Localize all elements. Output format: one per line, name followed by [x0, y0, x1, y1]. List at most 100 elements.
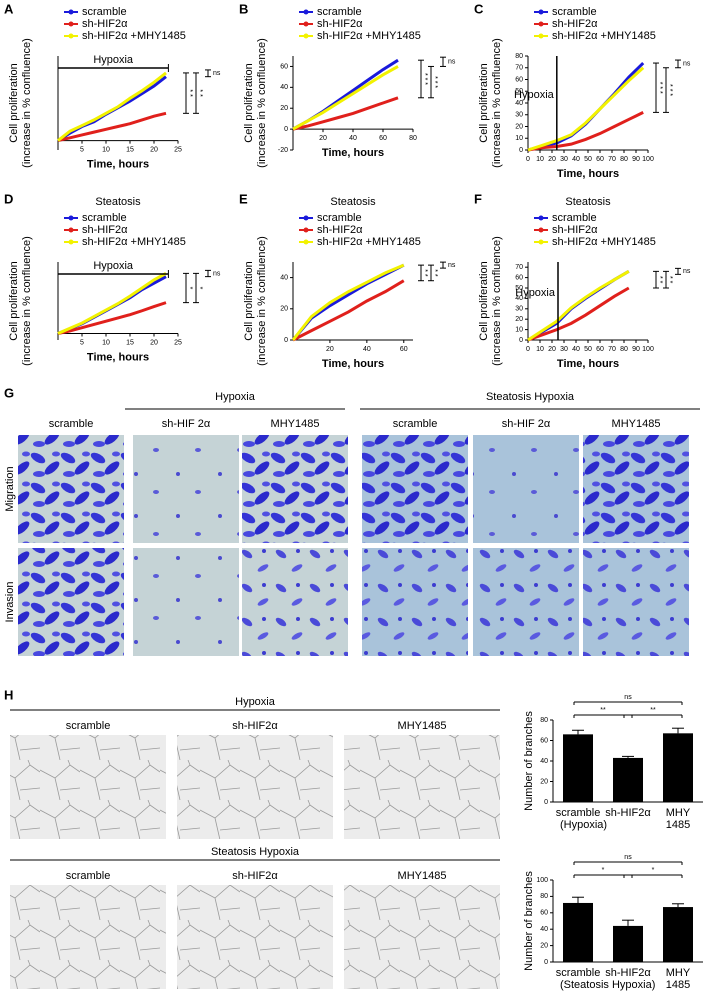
hypoxia-label: Hypoxia [515, 287, 556, 299]
x-axis-label: (Hypoxia) [560, 819, 607, 831]
x-tick-label: 10 [102, 146, 110, 153]
group-title: Steatosis Hypoxia [211, 846, 300, 858]
series-line [527, 111, 644, 152]
series-line [57, 111, 167, 143]
x-tick-label: 40 [572, 156, 580, 163]
significance: ns [448, 262, 456, 269]
category-label: sh-HIF2α [605, 807, 651, 819]
x-tick-label: 5 [80, 339, 84, 346]
panel-label: E [239, 191, 248, 206]
legend-dot [538, 239, 544, 245]
x-tick-label: 100 [642, 346, 654, 353]
bar [613, 757, 643, 802]
y-tick-label: 20 [515, 316, 523, 323]
y-tick-label: 60 [540, 737, 548, 744]
legend-label: scramble [552, 212, 597, 224]
x-tick-label: 0 [526, 346, 530, 353]
significance: * * * [421, 73, 428, 85]
hypoxia-label: Hypoxia [93, 54, 134, 66]
legend-label: scramble [82, 212, 127, 224]
y-tick-label: 20 [515, 123, 523, 130]
column-label: scramble [393, 418, 438, 430]
chart-title: Steatosis [95, 196, 141, 208]
column-label: scramble [66, 720, 111, 732]
y-tick-label: 40 [280, 84, 288, 91]
bar [663, 907, 693, 962]
panel-label: G [4, 385, 14, 400]
category-line: MHY [666, 807, 691, 819]
x-axis-label: Time, hours [322, 147, 384, 159]
x-tick-label: 50 [584, 346, 592, 353]
panel-label: D [4, 191, 13, 206]
bar [563, 902, 593, 962]
x-tick-label: 50 [584, 156, 592, 163]
bar [563, 734, 593, 802]
y-tick-label: 40 [515, 295, 523, 302]
row-label: Migration [4, 466, 16, 511]
y-axis-label: (increase in % confluence) [256, 236, 268, 366]
category-label: MHY 1485 [666, 807, 691, 831]
y-tick-label: 50 [515, 88, 523, 95]
y-axis-label: Cell proliferation [8, 63, 20, 142]
micrograph [133, 548, 239, 656]
column-label: sh-HIF 2α [502, 418, 551, 430]
y-tick-label: 20 [540, 942, 548, 949]
y-axis-label: (increase in % confluence) [256, 38, 268, 168]
significance: * * * [666, 84, 673, 96]
column-label: MHY1485 [271, 418, 320, 430]
x-axis-label: Time, hours [557, 168, 619, 180]
y-tick-label: 60 [280, 63, 288, 70]
x-axis-label: Time, hours [87, 159, 149, 171]
x-tick-label: 60 [379, 135, 387, 142]
column-label: sh-HIF 2α [162, 418, 211, 430]
x-tick-label: 70 [608, 156, 616, 163]
legend-label: sh-HIF2α [552, 224, 598, 236]
bar [663, 733, 693, 802]
x-tick-label: 25 [174, 339, 182, 346]
category-line: 1485 [666, 819, 690, 831]
x-tick-label: 5 [80, 146, 84, 153]
y-axis-label: Cell proliferation [243, 261, 255, 340]
legend-label: sh-HIF2α +MHY1485 [317, 236, 421, 248]
series-line [527, 66, 645, 152]
x-tick-label: 20 [319, 135, 327, 142]
hypoxia-label: Hypoxia [514, 89, 555, 101]
legend-dot [303, 227, 309, 233]
legend-dot [538, 21, 544, 27]
micrograph [473, 548, 579, 656]
chart-title: Steatosis [565, 196, 611, 208]
tube-image [10, 735, 166, 839]
legend-label: scramble [552, 6, 597, 18]
legend-label: sh-HIF2α [82, 18, 128, 30]
panel-label: C [474, 1, 484, 16]
x-tick-label: 20 [150, 339, 158, 346]
significance: ns [683, 268, 691, 275]
x-tick-label: 25 [174, 146, 182, 153]
legend-dot [538, 215, 544, 221]
legend-label: sh-HIF2α [317, 18, 363, 30]
y-tick-label: 30 [515, 112, 523, 119]
micrograph [583, 435, 689, 543]
legend-label: sh-HIF2α +MHY1485 [552, 236, 656, 248]
y-axis-label: (increase in % confluence) [21, 236, 33, 366]
group-title: Hypoxia [215, 391, 256, 403]
series-line [291, 263, 405, 341]
y-tick-label: 80 [540, 717, 548, 724]
column-label: sh-HIF2α [232, 720, 278, 732]
y-tick-label: 70 [515, 264, 523, 271]
y-tick-label: 0 [284, 126, 288, 133]
legend-dot [303, 33, 309, 39]
significance: ns [213, 270, 221, 277]
x-tick-label: 40 [349, 135, 357, 142]
bar [613, 925, 643, 962]
significance: ** [600, 707, 606, 714]
x-tick-label: 100 [642, 156, 654, 163]
x-tick-label: 70 [608, 346, 616, 353]
y-axis-label: (increase in % confluence) [491, 38, 503, 168]
series-line [292, 279, 405, 342]
tube-image [10, 885, 166, 989]
significance: * [602, 867, 605, 874]
y-tick-label: -20 [278, 147, 288, 154]
series-line [291, 263, 405, 341]
